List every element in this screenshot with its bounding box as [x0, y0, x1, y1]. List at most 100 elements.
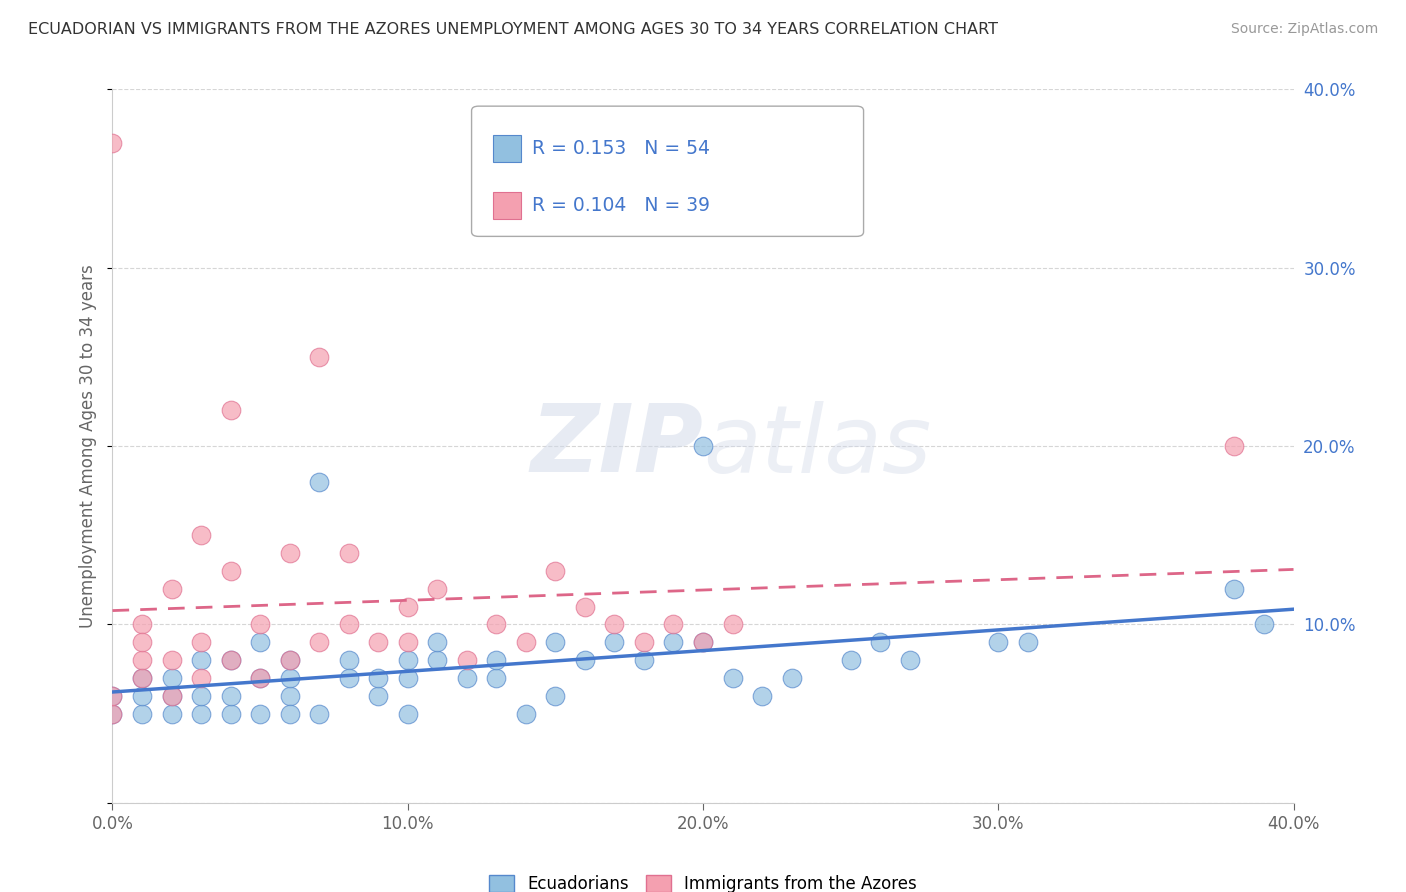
Point	[278, 706, 301, 721]
Point	[574, 653, 596, 667]
Point	[633, 653, 655, 667]
Point	[219, 653, 242, 667]
Point	[485, 617, 508, 632]
Point	[1223, 439, 1246, 453]
Point	[426, 653, 449, 667]
Point	[101, 689, 124, 703]
Point	[426, 635, 449, 649]
Point	[190, 528, 212, 542]
Point	[692, 635, 714, 649]
Point	[101, 136, 124, 150]
Point	[574, 599, 596, 614]
Point	[249, 706, 271, 721]
Point	[278, 653, 301, 667]
Point	[131, 689, 153, 703]
Point	[337, 653, 360, 667]
Point	[456, 671, 478, 685]
Point	[219, 403, 242, 417]
Legend: Ecuadorians, Immigrants from the Azores: Ecuadorians, Immigrants from the Azores	[482, 868, 924, 892]
Point	[396, 671, 419, 685]
Point	[337, 546, 360, 560]
Point	[485, 653, 508, 667]
Point	[249, 671, 271, 685]
Point	[515, 706, 537, 721]
Point	[692, 439, 714, 453]
Point	[131, 706, 153, 721]
Point	[101, 689, 124, 703]
Point	[160, 689, 183, 703]
Point	[456, 653, 478, 667]
Point	[869, 635, 891, 649]
Point	[426, 582, 449, 596]
Point	[396, 706, 419, 721]
Point	[160, 582, 183, 596]
Point	[485, 671, 508, 685]
Point	[721, 671, 744, 685]
Point	[131, 671, 153, 685]
Point	[160, 706, 183, 721]
Point	[544, 635, 567, 649]
Point	[101, 706, 124, 721]
Point	[337, 671, 360, 685]
Point	[278, 546, 301, 560]
Text: Source: ZipAtlas.com: Source: ZipAtlas.com	[1230, 22, 1378, 37]
Point	[160, 671, 183, 685]
Point	[1253, 617, 1275, 632]
Point	[249, 671, 271, 685]
Text: ECUADORIAN VS IMMIGRANTS FROM THE AZORES UNEMPLOYMENT AMONG AGES 30 TO 34 YEARS : ECUADORIAN VS IMMIGRANTS FROM THE AZORES…	[28, 22, 998, 37]
Point	[131, 635, 153, 649]
Point	[278, 689, 301, 703]
Text: atlas: atlas	[703, 401, 931, 491]
Text: R = 0.104   N = 39: R = 0.104 N = 39	[531, 196, 710, 215]
Text: ZIP: ZIP	[530, 400, 703, 492]
Point	[692, 635, 714, 649]
Point	[367, 689, 389, 703]
Point	[219, 564, 242, 578]
Point	[1017, 635, 1039, 649]
Point	[160, 653, 183, 667]
Point	[219, 706, 242, 721]
Point	[219, 689, 242, 703]
Text: R = 0.153   N = 54: R = 0.153 N = 54	[531, 139, 710, 158]
Point	[101, 706, 124, 721]
Point	[308, 706, 330, 721]
Point	[662, 635, 685, 649]
Point	[898, 653, 921, 667]
Point	[603, 617, 626, 632]
Point	[396, 635, 419, 649]
Point	[780, 671, 803, 685]
Point	[249, 617, 271, 632]
Point	[308, 475, 330, 489]
Point	[1223, 582, 1246, 596]
Point	[396, 653, 419, 667]
Point	[308, 635, 330, 649]
Point	[751, 689, 773, 703]
Point	[544, 564, 567, 578]
Point	[367, 635, 389, 649]
Point	[131, 617, 153, 632]
Point	[190, 689, 212, 703]
Point	[131, 671, 153, 685]
Point	[515, 635, 537, 649]
Point	[190, 706, 212, 721]
Point	[190, 671, 212, 685]
Point	[396, 599, 419, 614]
Point	[633, 635, 655, 649]
Point	[987, 635, 1010, 649]
Point	[662, 617, 685, 632]
Point	[190, 653, 212, 667]
Point	[839, 653, 862, 667]
Point	[278, 653, 301, 667]
Y-axis label: Unemployment Among Ages 30 to 34 years: Unemployment Among Ages 30 to 34 years	[79, 264, 97, 628]
Point	[337, 617, 360, 632]
Point	[367, 671, 389, 685]
Point	[219, 653, 242, 667]
Point	[721, 617, 744, 632]
Point	[190, 635, 212, 649]
Point	[308, 350, 330, 364]
Point	[544, 689, 567, 703]
Point	[131, 653, 153, 667]
Point	[278, 671, 301, 685]
Point	[249, 635, 271, 649]
Point	[160, 689, 183, 703]
